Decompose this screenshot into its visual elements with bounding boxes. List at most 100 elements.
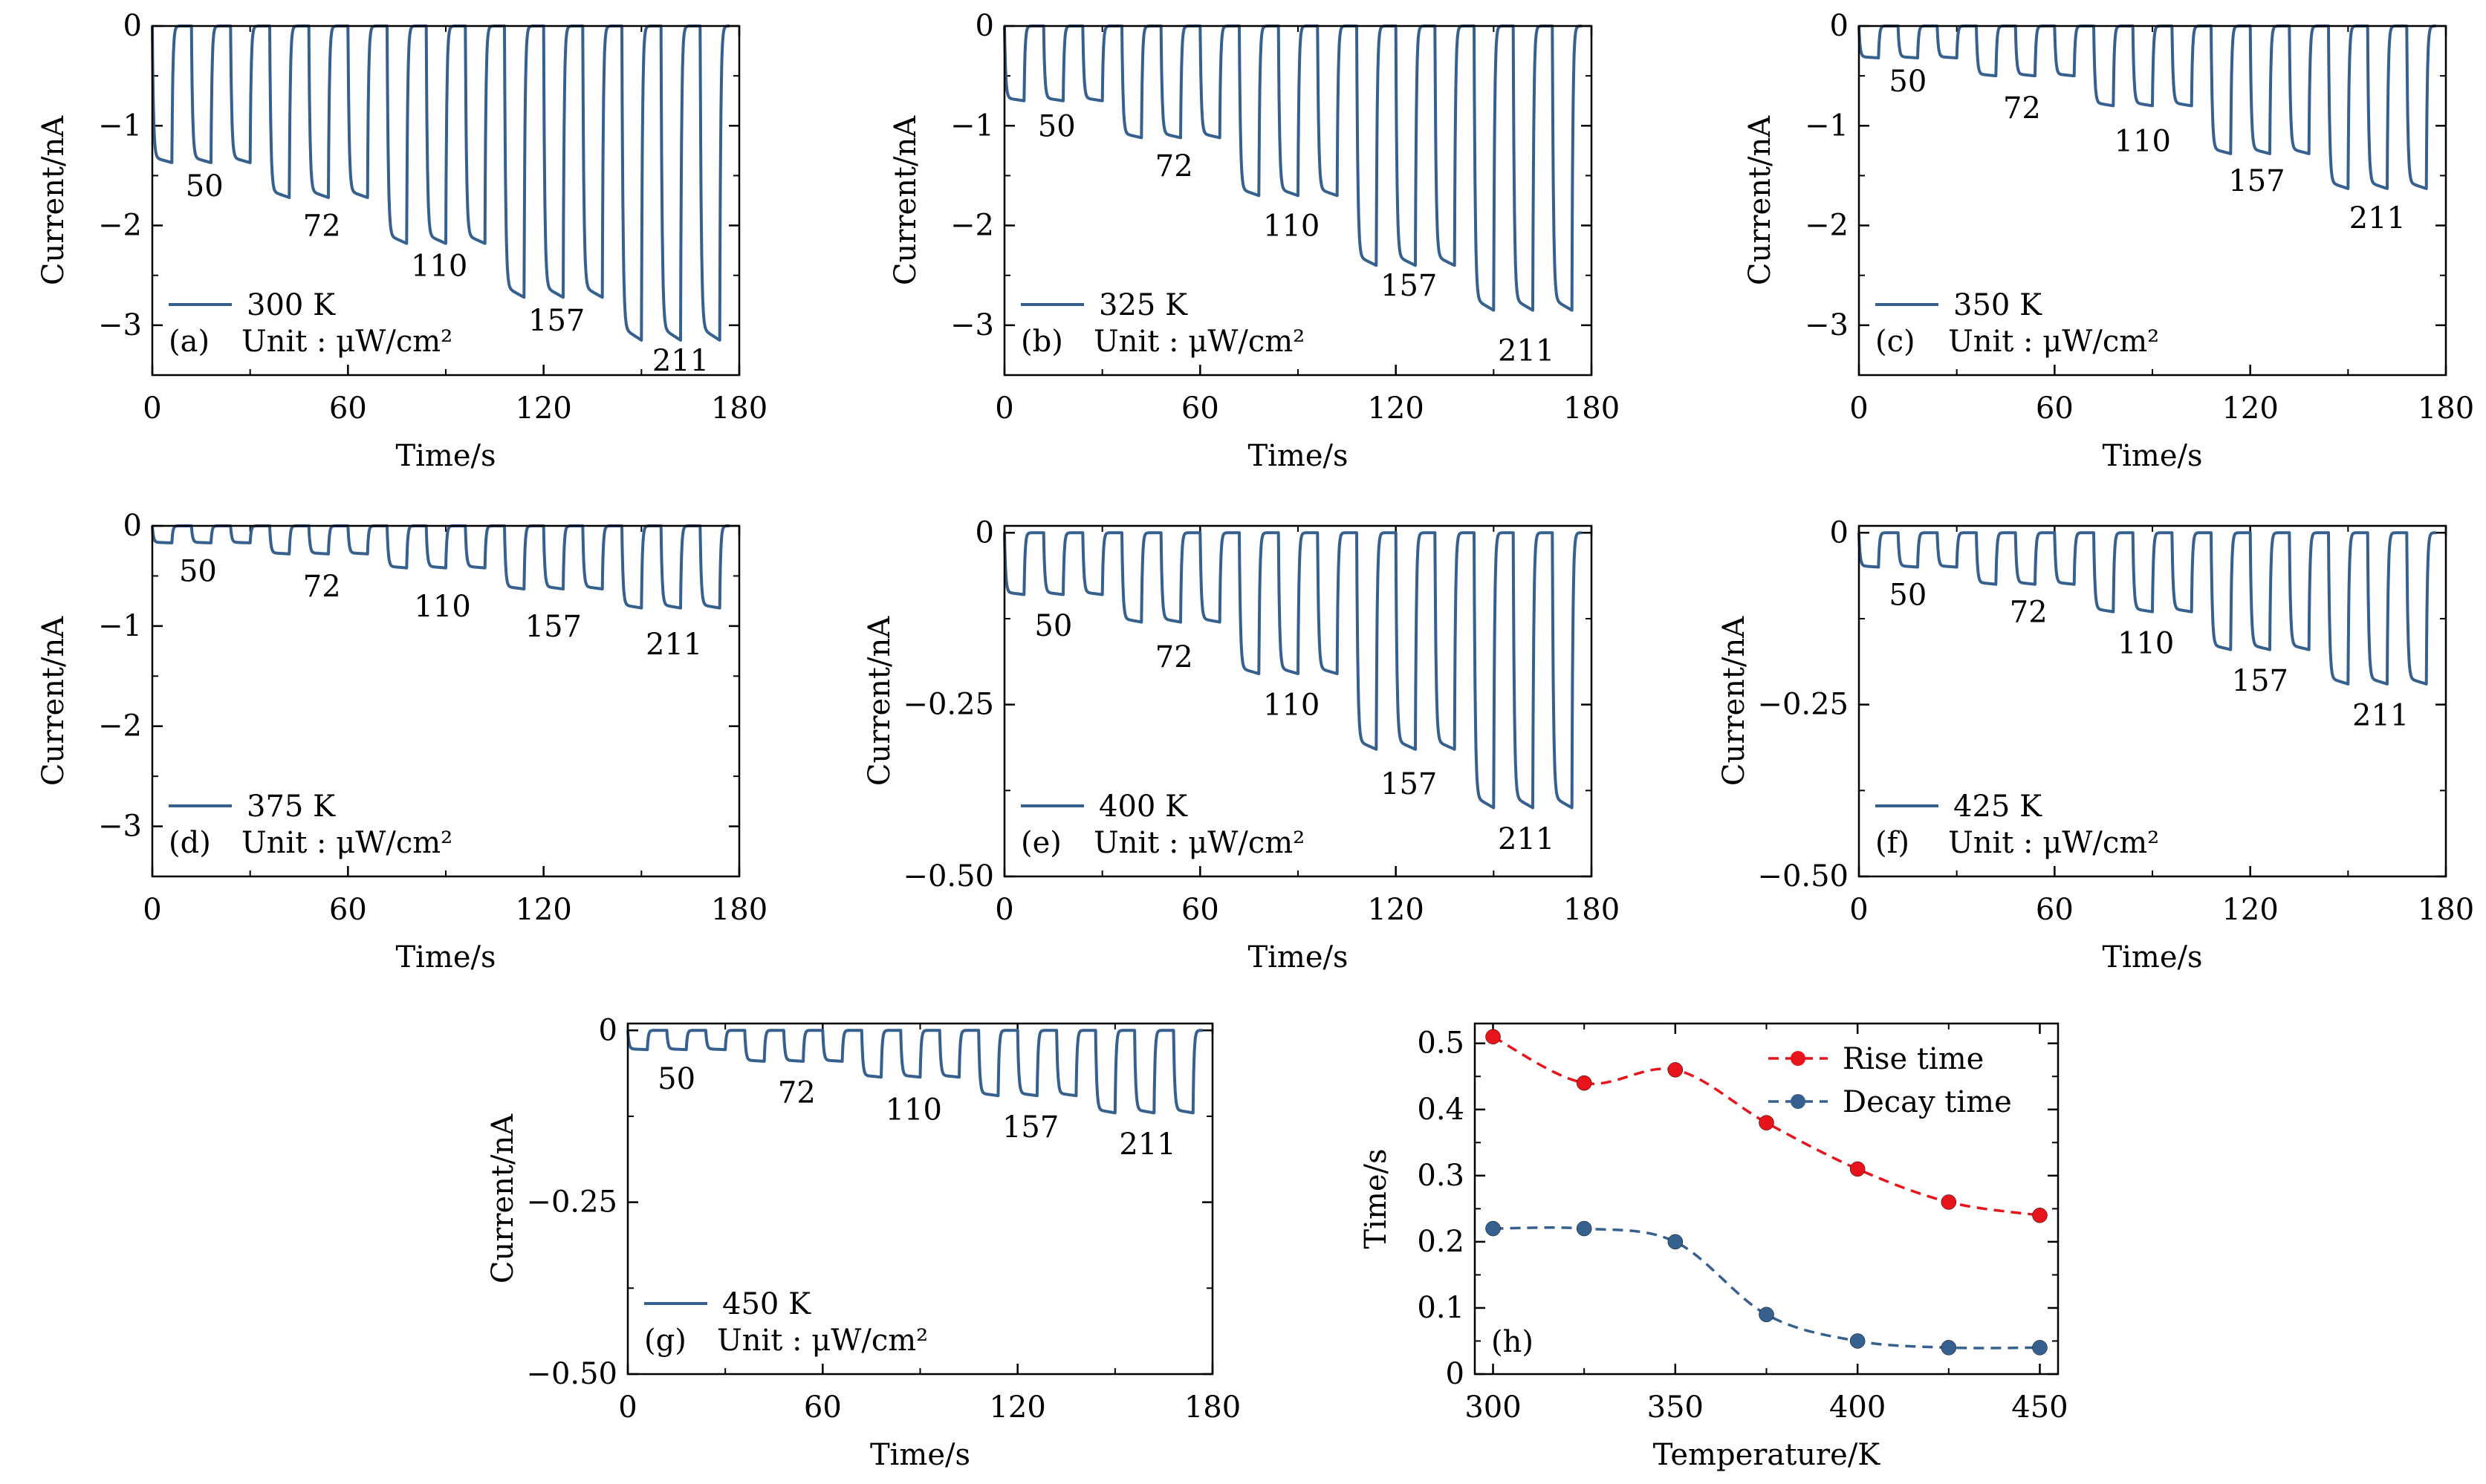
legend-text: Rise time bbox=[1843, 1042, 1984, 1076]
y-tick-label: −1 bbox=[98, 609, 142, 643]
y-axis-label: Current/nA bbox=[889, 115, 923, 285]
x-tick-label: 180 bbox=[1184, 1390, 1241, 1425]
intensity-label: 110 bbox=[1263, 209, 1320, 244]
y-tick-label: 0.3 bbox=[1417, 1159, 1464, 1193]
y-axis-label: Current/nA bbox=[1743, 115, 1777, 285]
intensity-label: 157 bbox=[2232, 664, 2288, 698]
data-point-rise bbox=[1849, 1161, 1866, 1177]
current-trace bbox=[626, 1029, 1204, 1115]
y-tick-label: −0.50 bbox=[1757, 859, 1849, 894]
x-tick-label: 300 bbox=[1464, 1390, 1521, 1425]
x-tick-label: 0 bbox=[618, 1390, 637, 1425]
intensity-label: 50 bbox=[1034, 609, 1072, 643]
x-tick-label: 180 bbox=[711, 893, 767, 927]
unit-note: Unit : μW/cm² bbox=[1948, 325, 2159, 359]
x-tick-label: 0 bbox=[143, 391, 161, 426]
chart-panel-a: 0 60 120 180 −3 −2 −1 0 Time/s Current/nA 50 72 110 1… bbox=[36, 9, 767, 473]
y-axis-label: Time/s bbox=[1359, 1148, 1393, 1249]
intensity-label: 211 bbox=[652, 344, 709, 378]
plot-frame bbox=[1857, 25, 2447, 377]
intensity-label: 211 bbox=[2352, 699, 2409, 733]
y-tick-label: −2 bbox=[950, 209, 994, 243]
x-tick-label: 450 bbox=[2011, 1390, 2068, 1425]
legend-marker bbox=[1791, 1094, 1805, 1109]
x-axis-label: Time/s bbox=[870, 1438, 970, 1472]
legend-text: Decay time bbox=[1843, 1085, 2012, 1119]
y-tick-label: −2 bbox=[1805, 209, 1849, 243]
series-line-decay bbox=[1493, 1226, 2040, 1350]
x-tick-label: 60 bbox=[2036, 893, 2074, 927]
y-tick-label: −0.25 bbox=[1757, 688, 1849, 722]
intensity-label: 50 bbox=[1038, 109, 1076, 143]
y-tick-label: −1 bbox=[950, 108, 994, 143]
x-tick-label: 60 bbox=[804, 1390, 842, 1425]
panel-label: (g) bbox=[644, 1324, 687, 1358]
data-point-decay bbox=[1849, 1333, 1866, 1349]
chart-panel-h: 300 350 400 450 0 0.1 0.2 0.3 0.4 0.5 Temperature/… bbox=[1359, 1022, 2068, 1472]
data-point-rise bbox=[1485, 1029, 1501, 1045]
x-tick-label: 60 bbox=[1181, 391, 1219, 426]
intensity-label: 72 bbox=[303, 209, 341, 244]
current-trace bbox=[1857, 25, 2438, 190]
x-tick-label: 120 bbox=[2222, 893, 2278, 927]
data-point-rise bbox=[1576, 1075, 1592, 1091]
data-point-decay bbox=[1941, 1340, 1957, 1356]
chart-panel-b: 0 60 120 180 −3 −2 −1 0 Time/s Current/nA 50 72 110 1… bbox=[889, 9, 1620, 473]
intensity-label: 50 bbox=[658, 1062, 695, 1096]
panel-label: (c) bbox=[1875, 325, 1915, 359]
chart-panel-f: 0 60 120 180 −0.50 −0.25 0 Time/s Current/nA 50 72… bbox=[1717, 515, 2474, 974]
intensity-label: 110 bbox=[2115, 124, 2171, 158]
panel-label: (f) bbox=[1875, 826, 1909, 860]
data-point-decay bbox=[1667, 1234, 1684, 1250]
data-point-decay bbox=[1576, 1220, 1592, 1237]
y-tick-label: 0 bbox=[1830, 515, 1849, 550]
chart-panel-e: 0 60 120 180 −0.50 −0.25 0 Time/s Current/nA 50 72… bbox=[863, 515, 1620, 974]
data-point-rise bbox=[1667, 1062, 1684, 1078]
data-point-rise bbox=[2032, 1208, 2048, 1223]
x-tick-label: 0 bbox=[1849, 391, 1868, 426]
plot-frame bbox=[626, 1022, 1214, 1376]
legend-marker bbox=[1791, 1051, 1805, 1066]
y-tick-label: 0 bbox=[123, 9, 142, 43]
x-axis-label: Time/s bbox=[395, 439, 496, 473]
current-trace bbox=[151, 524, 731, 610]
unit-note: Unit : μW/cm² bbox=[717, 1324, 928, 1358]
intensity-label: 110 bbox=[1263, 689, 1320, 723]
x-tick-label: 180 bbox=[1563, 391, 1620, 426]
y-tick-label: −0.50 bbox=[526, 1357, 617, 1391]
y-tick-label: 0.5 bbox=[1417, 1026, 1464, 1061]
data-point-decay bbox=[1759, 1306, 1774, 1323]
y-tick-label: 0 bbox=[1446, 1357, 1464, 1391]
legend-text: 400 K bbox=[1099, 790, 1188, 824]
y-tick-label: 0 bbox=[599, 1013, 617, 1047]
x-tick-label: 60 bbox=[329, 391, 367, 426]
panel-label: (a) bbox=[169, 325, 210, 359]
data-point-decay bbox=[2032, 1340, 2048, 1356]
y-tick-label: 0 bbox=[976, 515, 994, 550]
intensity-label: 110 bbox=[2117, 626, 2174, 660]
intensity-label: 211 bbox=[646, 628, 702, 662]
intensity-label: 50 bbox=[179, 555, 217, 589]
y-axis-label: Current/nA bbox=[1717, 616, 1751, 786]
plot-frame bbox=[1473, 1022, 2060, 1376]
intensity-label: 110 bbox=[411, 249, 467, 283]
intensity-label: 211 bbox=[1498, 822, 1554, 856]
legend-text: 450 K bbox=[722, 1287, 811, 1321]
x-tick-label: 60 bbox=[2036, 391, 2074, 426]
x-tick-label: 180 bbox=[1563, 893, 1620, 927]
intensity-label: 50 bbox=[1889, 579, 1927, 613]
y-tick-label: −2 bbox=[98, 209, 142, 243]
y-tick-label: 0 bbox=[1830, 9, 1849, 43]
x-axis-label: Time/s bbox=[1247, 439, 1348, 473]
intensity-label: 72 bbox=[1155, 640, 1193, 674]
x-tick-label: 0 bbox=[143, 893, 161, 927]
y-tick-label: −3 bbox=[950, 308, 994, 342]
legend-text: 325 K bbox=[1099, 288, 1188, 322]
y-axis-label: Current/nA bbox=[36, 616, 71, 786]
chart-panel-c: 0 60 120 180 −3 −2 −1 0 Time/s Current/nA 50 72 110 1… bbox=[1743, 9, 2474, 473]
data-point-decay bbox=[1485, 1220, 1501, 1237]
intensity-label: 157 bbox=[525, 610, 582, 644]
plot-frame bbox=[1003, 524, 1593, 878]
y-tick-label: −0.50 bbox=[903, 859, 994, 894]
